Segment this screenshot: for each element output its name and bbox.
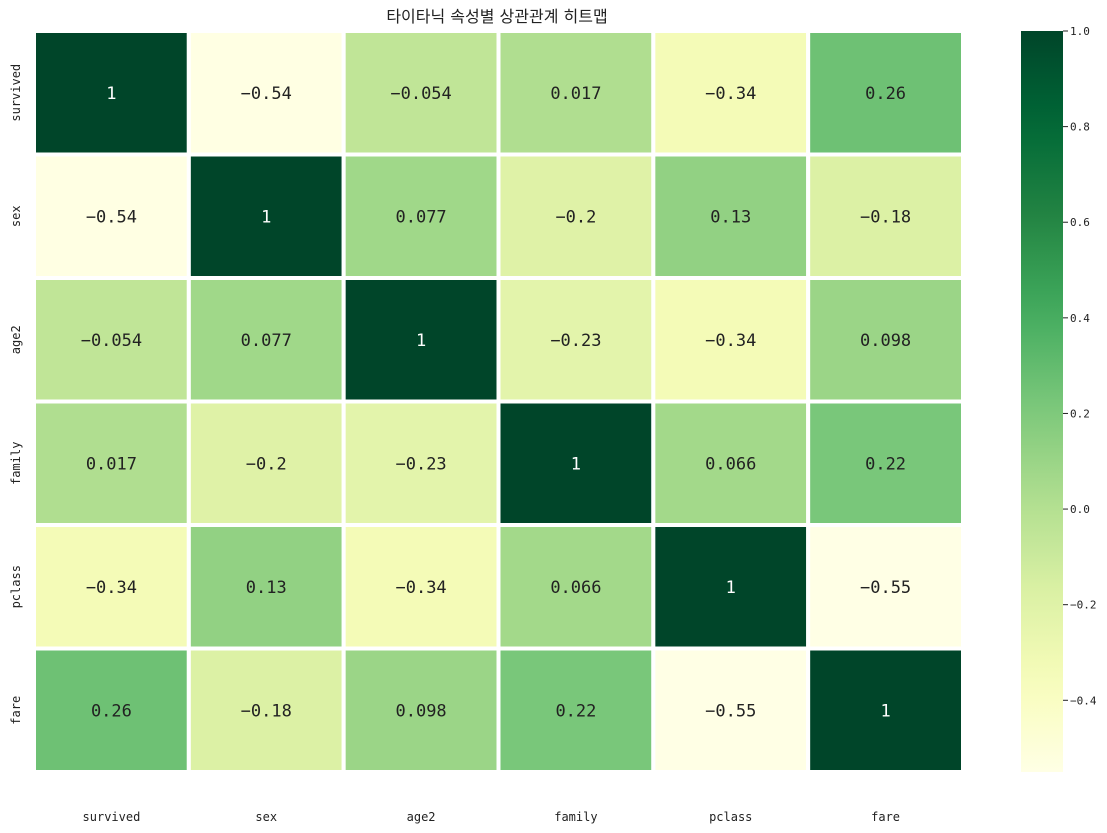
heatmap-cell-family-pclass xyxy=(651,399,811,527)
heatmap-cell-family-fare xyxy=(806,399,966,527)
heatmap-cell-fare-pclass xyxy=(651,646,811,774)
heatmap-cell-pclass-age2 xyxy=(341,523,501,651)
cell-value-age2-age2: 1 xyxy=(416,331,426,351)
row-labels: survived sex age2 family pclass fare xyxy=(9,64,23,725)
cell-value-age2-sex: 0.077 xyxy=(241,331,292,351)
cell-value-pclass-family: 0.066 xyxy=(550,578,601,598)
cell-value-survived-age2: −0.054 xyxy=(390,84,451,104)
heatmap-cell-fare-fare xyxy=(806,646,966,774)
heatmap-cell-survived-fare xyxy=(806,29,966,157)
heatmap-cell-sex-fare xyxy=(806,152,966,280)
colorbar-tick-label: 0.4 xyxy=(1070,312,1090,325)
heatmap-cell-sex-sex xyxy=(186,152,346,280)
heatmap-cell-fare-family xyxy=(496,646,656,774)
cell-value-fare-pclass: −0.55 xyxy=(705,701,756,721)
heatmap-cell-pclass-pclass xyxy=(651,523,811,651)
chart-title: 타이타닉 속성별 상관관계 히트맵 xyxy=(386,7,607,26)
colorbar-tick-label: −0.2 xyxy=(1070,599,1097,612)
heatmap-cell-family-survived xyxy=(32,399,191,527)
cell-value-survived-pclass: −0.34 xyxy=(705,84,756,104)
column-label-fare: fare xyxy=(871,810,900,824)
cell-value-pclass-age2: −0.34 xyxy=(395,578,446,598)
heatmap-cells: 1 −0.54 −0.054 0.017 −0.34 0.26 −0.54 1 0.077 −0.… xyxy=(32,29,966,774)
cell-value-fare-family: 0.22 xyxy=(555,701,596,721)
heatmap-cell-pclass-family xyxy=(496,523,656,651)
cell-value-age2-pclass: −0.34 xyxy=(705,331,756,351)
row-label-family: family xyxy=(9,442,23,485)
column-label-family: family xyxy=(554,810,597,824)
cell-value-pclass-survived: −0.34 xyxy=(86,578,137,598)
row-label-sex: sex xyxy=(9,205,23,227)
cell-value-age2-family: −0.23 xyxy=(550,331,601,351)
cell-value-fare-age2: 0.098 xyxy=(395,701,446,721)
cell-value-age2-fare: 0.098 xyxy=(860,331,911,351)
cell-value-age2-survived: −0.054 xyxy=(81,331,142,351)
colorbar-tick-label: 0.0 xyxy=(1070,503,1090,516)
cell-value-family-survived: 0.017 xyxy=(86,454,137,474)
colorbar-tick-label: 0.2 xyxy=(1070,407,1090,420)
column-label-survived: survived xyxy=(83,810,141,824)
cell-value-fare-fare: 1 xyxy=(880,701,890,721)
colorbar-ticks: 1.0 0.8 0.6 0.4 0.2 0.0 −0.2 −0.4 xyxy=(1063,25,1097,707)
cell-value-sex-sex: 1 xyxy=(261,207,271,227)
heatmap-cell-family-sex xyxy=(186,399,346,527)
colorbar-tick-label: −0.4 xyxy=(1070,694,1097,707)
cell-value-pclass-sex: 0.13 xyxy=(246,578,287,598)
cell-value-sex-family: −0.2 xyxy=(555,207,596,227)
cell-value-survived-family: 0.017 xyxy=(550,84,601,104)
column-label-age2: age2 xyxy=(407,810,436,824)
cell-value-survived-sex: −0.54 xyxy=(241,84,292,104)
heatmap-cell-survived-sex xyxy=(186,29,346,157)
colorbar-tick-label: 0.6 xyxy=(1070,216,1090,229)
heatmap-cell-sex-family xyxy=(496,152,656,280)
cell-value-survived-fare: 0.26 xyxy=(865,84,906,104)
column-labels: survived sex age2 family pclass fare xyxy=(83,810,901,824)
cell-value-survived-survived: 1 xyxy=(106,84,116,104)
colorbar-tick-label: 1.0 xyxy=(1070,25,1090,38)
row-label-pclass: pclass xyxy=(9,565,23,608)
cell-value-sex-survived: −0.54 xyxy=(86,207,137,227)
heatmap-cell-age2-family xyxy=(496,276,656,404)
cell-value-family-pclass: 0.066 xyxy=(705,454,756,474)
cell-value-pclass-fare: −0.55 xyxy=(860,578,911,598)
cell-value-family-fare: 0.22 xyxy=(865,454,906,474)
cell-value-sex-pclass: 0.13 xyxy=(710,207,751,227)
cell-value-family-age2: −0.23 xyxy=(395,454,446,474)
cell-value-family-sex: −0.2 xyxy=(246,454,287,474)
heatmap-cell-age2-fare xyxy=(806,276,966,404)
column-label-pclass: pclass xyxy=(709,810,752,824)
heatmap-cell-age2-sex xyxy=(186,276,346,404)
cell-value-sex-fare: −0.18 xyxy=(860,207,911,227)
row-label-age2: age2 xyxy=(9,325,23,354)
cell-value-pclass-pclass: 1 xyxy=(726,578,736,598)
heatmap-cell-age2-pclass xyxy=(651,276,811,404)
colorbar-tick-label: 0.8 xyxy=(1070,121,1090,134)
cell-value-fare-survived: 0.26 xyxy=(91,701,132,721)
cell-value-fare-sex: −0.18 xyxy=(241,701,292,721)
heatmap-cell-fare-survived xyxy=(32,646,191,774)
colorbar xyxy=(1021,31,1063,772)
cell-value-sex-age2: 0.077 xyxy=(395,207,446,227)
cell-value-family-family: 1 xyxy=(571,454,581,474)
heatmap-cell-survived-survived xyxy=(32,29,191,157)
row-label-survived: survived xyxy=(9,64,23,122)
heatmap-cell-family-family xyxy=(496,399,656,527)
row-label-fare: fare xyxy=(9,696,23,725)
column-label-sex: sex xyxy=(255,810,277,824)
heatmap-cell-pclass-fare xyxy=(806,523,966,651)
heatmap-cell-family-age2 xyxy=(341,399,501,527)
